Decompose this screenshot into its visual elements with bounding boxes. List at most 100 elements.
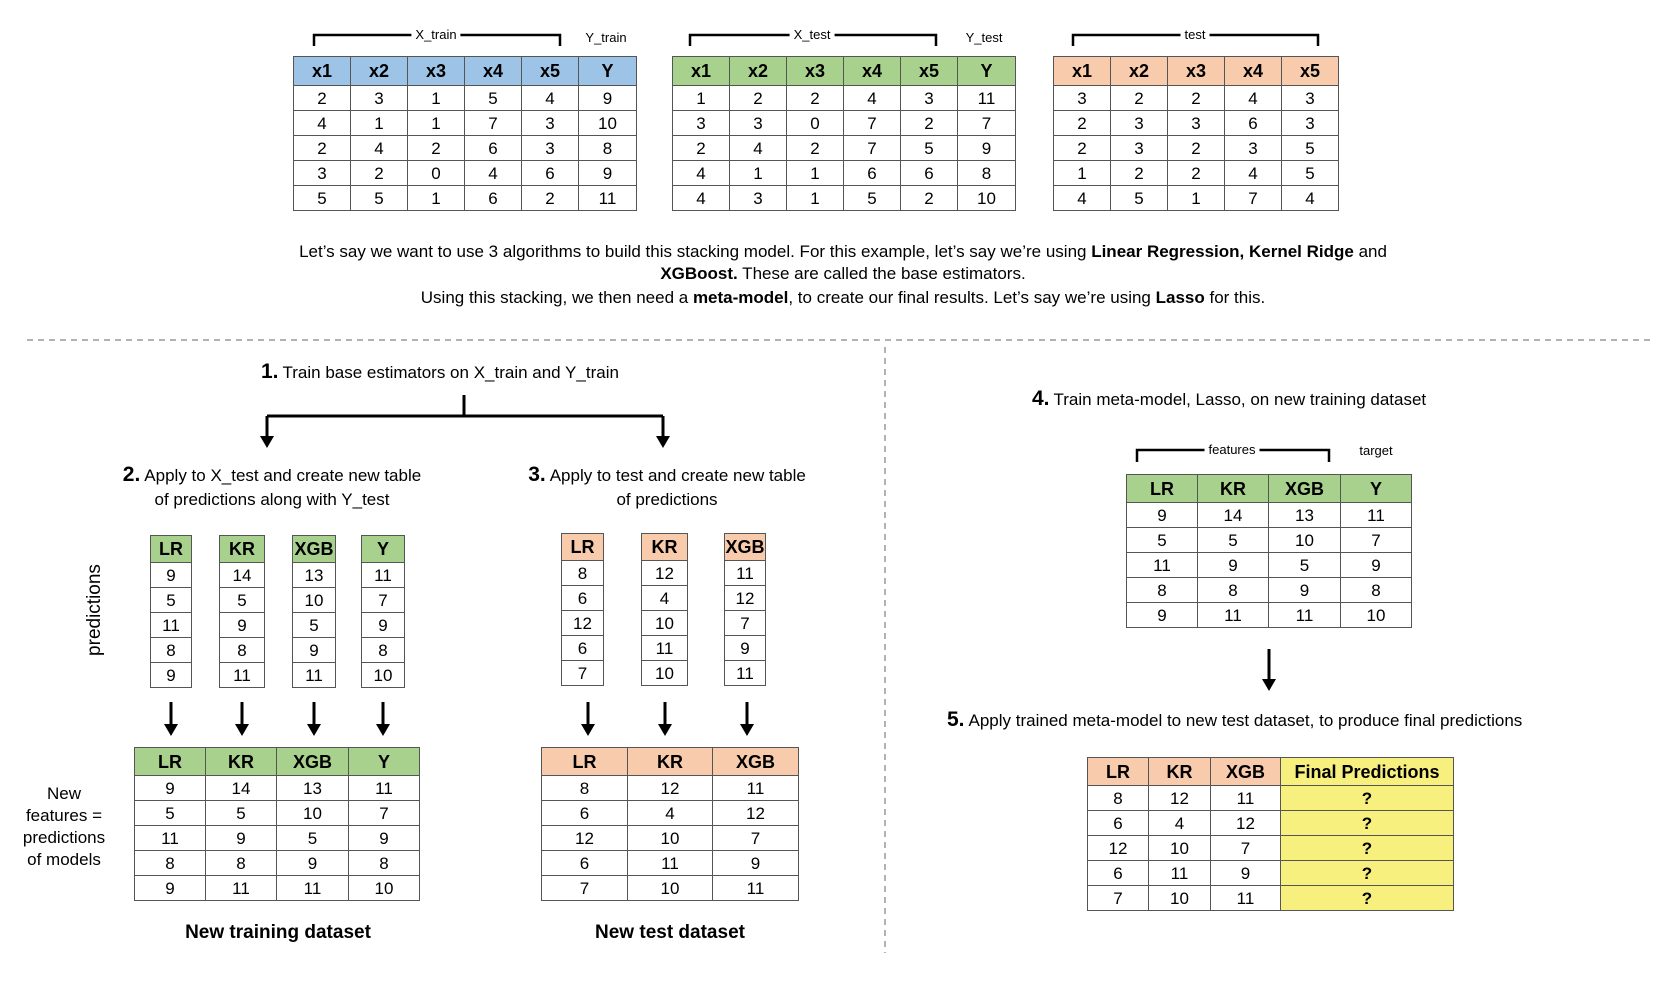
table-cell: 7	[541, 875, 628, 901]
table-row: 9 14 13 11	[134, 775, 420, 801]
table-cell: 3	[521, 135, 579, 161]
table-cell: 9	[1197, 552, 1269, 578]
table-cell: 6	[464, 135, 522, 161]
table-cell: 11	[1210, 785, 1281, 811]
table-cell: 3	[521, 110, 579, 136]
table-cell: 1	[350, 110, 408, 136]
intro-bold: XGBoost.	[660, 264, 738, 283]
arrow-down-icon	[581, 702, 595, 736]
table-cell: 7	[464, 110, 522, 136]
step-1: 1. Train base estimators on X_train and Y…	[261, 360, 619, 384]
final-predictions-table: LR KR XGB Final Predictions 8 12 11? 6 4 12? 12 10 7…	[1087, 757, 1454, 911]
step-number: 4.	[1032, 387, 1050, 410]
table-cell: 3	[1281, 85, 1339, 111]
table-cell: 10	[361, 662, 405, 688]
table-cell: 8	[1126, 577, 1198, 603]
table-cell: 5	[1110, 185, 1168, 211]
table-cell: 13	[1268, 502, 1341, 528]
table-cell: 6	[541, 800, 628, 826]
column-header: x3	[407, 56, 465, 86]
table-cell: 8	[957, 160, 1016, 186]
table-cell: 12	[561, 610, 604, 636]
arrow-down-icon	[260, 420, 274, 448]
table-cell: 5	[134, 800, 206, 826]
column-header: Y	[957, 56, 1016, 86]
table-cell: 4	[1053, 185, 1111, 211]
table-row: 8 12 11	[541, 775, 799, 801]
table-cell: 14	[1197, 502, 1269, 528]
table-cell: 9	[150, 562, 192, 588]
table-cell: 1	[407, 110, 465, 136]
column-header: Final Predictions	[1280, 757, 1454, 786]
step-4: 4. Train meta-model, Lasso, on new traini…	[1032, 387, 1426, 411]
table-cell: ?	[1280, 860, 1454, 886]
table-cell: 5	[219, 587, 265, 613]
column-header: KR	[219, 535, 265, 563]
intro-text: These are called the base estimators.	[737, 264, 1026, 283]
table-cell: 14	[219, 562, 265, 588]
table-cell: 11	[724, 560, 766, 586]
step-2: 2. Apply to X_test and create new table of…	[123, 463, 421, 512]
column-header: XGB	[1268, 474, 1341, 503]
new-training-dataset-table: LR KR XGB Y 9 14 13 11 5 5 10 7 11 9 5 9 8 8 9 8 9 11 11 10	[134, 747, 420, 901]
step-5: 5. Apply trained meta-model to new test d…	[947, 708, 1522, 732]
table-cell: 0	[407, 160, 465, 186]
table-cell: 9	[724, 635, 766, 661]
table-row: 6 11 9	[541, 850, 799, 876]
step-text: Train meta-model, Lasso, on new training…	[1053, 390, 1427, 409]
table-cell: 2	[1053, 110, 1111, 136]
table-row: 12 10 7?	[1087, 835, 1454, 861]
step2-prediction-column: KR 14 5 9 8 11	[219, 535, 265, 688]
table-cell: 9	[1340, 552, 1412, 578]
table-cell: 9	[348, 825, 420, 851]
table-cell: 11	[219, 662, 265, 688]
y-test-label: Y_test	[961, 30, 1007, 45]
table-cell: 10	[641, 660, 688, 686]
table-cell: 5	[276, 825, 349, 851]
table-row: 4 3 1 5 2 10	[672, 185, 1016, 211]
table-cell: 8	[219, 637, 265, 663]
table-row: 11 9 5 9	[1126, 552, 1412, 578]
column-header: x2	[350, 56, 408, 86]
table-cell: 9	[134, 875, 206, 901]
table-cell: 9	[219, 612, 265, 638]
step-text: Apply to test and create new table	[549, 466, 806, 485]
new-features-line: of models	[27, 850, 101, 869]
table-cell: 11	[1197, 602, 1269, 628]
new-features-line: predictions	[22, 828, 106, 847]
column-header: XGB	[724, 533, 766, 561]
arrow-down-icon	[658, 702, 672, 736]
table-cell: ?	[1280, 785, 1454, 811]
step-3: 3. Apply to test and create new table of p…	[528, 463, 806, 512]
column-header: LR	[541, 747, 628, 776]
table-cell: 0	[786, 110, 844, 136]
table-cell: 4	[350, 135, 408, 161]
column-header: KR	[1197, 474, 1269, 503]
step-number: 1.	[261, 360, 279, 383]
table-cell: 12	[724, 585, 766, 611]
table-row: 11 9 5 9	[134, 825, 420, 851]
table-cell: 7	[361, 587, 405, 613]
table-cell: 8	[361, 637, 405, 663]
table-cell: 1	[786, 160, 844, 186]
table-cell: 6	[541, 850, 628, 876]
table-row: 9 14 13 11	[1126, 502, 1412, 528]
column-header: XGB	[712, 747, 799, 776]
table-cell: 3	[1053, 85, 1111, 111]
column-header: x2	[729, 56, 787, 86]
table-cell: 7	[1210, 835, 1281, 861]
table-cell: 9	[292, 637, 336, 663]
column-header: LR	[1126, 474, 1198, 503]
table-cell: 3	[1110, 135, 1168, 161]
table-cell: 5	[205, 800, 277, 826]
table-cell: 3	[1281, 110, 1339, 136]
table-row: 5 5 1 6 2 11	[293, 185, 637, 211]
column-header: x3	[786, 56, 844, 86]
table-cell: 14	[205, 775, 277, 801]
arrow-down-icon	[740, 702, 754, 736]
table-row: 12 10 7	[541, 825, 799, 851]
intro-line-3: Using this stacking, we then need a meta…	[0, 288, 1664, 308]
